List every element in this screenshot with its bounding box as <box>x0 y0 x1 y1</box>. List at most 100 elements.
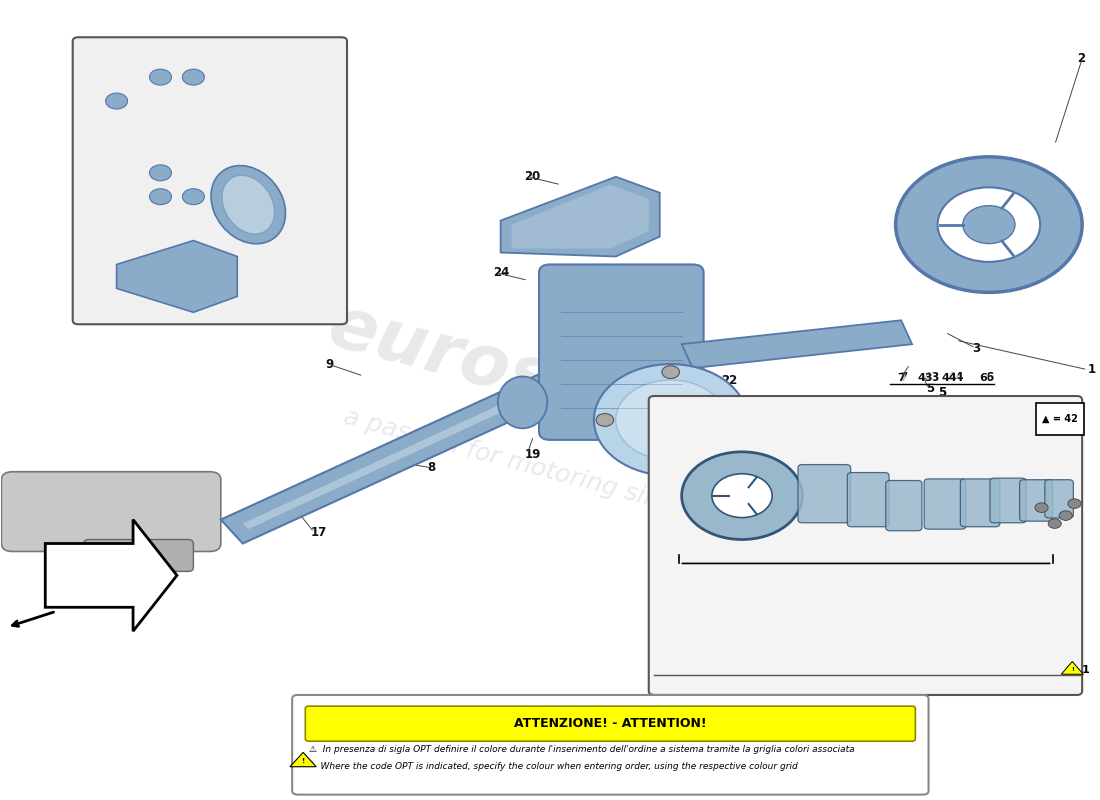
Text: 35: 35 <box>807 538 822 549</box>
Polygon shape <box>1062 662 1084 674</box>
Text: 26▲: 26▲ <box>992 422 1014 431</box>
Circle shape <box>962 206 1015 243</box>
Text: 24: 24 <box>493 266 509 279</box>
Text: 23: 23 <box>548 408 564 421</box>
Text: 33: 33 <box>968 538 983 549</box>
Text: 16: 16 <box>675 270 692 283</box>
Polygon shape <box>243 356 611 529</box>
Text: 34: 34 <box>913 538 928 549</box>
Circle shape <box>1068 499 1081 509</box>
Text: 22: 22 <box>722 374 737 387</box>
Polygon shape <box>221 344 627 543</box>
Text: 19: 19 <box>525 448 541 461</box>
Polygon shape <box>682 320 912 368</box>
Circle shape <box>616 380 726 460</box>
Text: 43: 43 <box>923 371 939 384</box>
Text: 6: 6 <box>979 373 988 382</box>
Text: 31: 31 <box>1047 538 1062 549</box>
FancyBboxPatch shape <box>990 478 1026 522</box>
Circle shape <box>106 93 128 109</box>
Circle shape <box>150 69 172 85</box>
Text: 44: 44 <box>947 371 964 384</box>
Text: eurospares: eurospares <box>320 292 780 477</box>
Circle shape <box>1035 503 1048 513</box>
Text: ⚠  In presenza di sigla OPT definire il colore durante l'inserimento dell'ordine: ⚠ In presenza di sigla OPT definire il c… <box>309 745 855 754</box>
Text: 8: 8 <box>427 462 436 474</box>
Text: 9: 9 <box>326 358 333 370</box>
Text: 10: 10 <box>296 186 311 196</box>
Text: 18: 18 <box>205 282 220 292</box>
Circle shape <box>596 414 614 426</box>
Circle shape <box>937 187 1041 262</box>
Text: 27▲: 27▲ <box>857 572 880 582</box>
Text: 17: 17 <box>311 526 327 539</box>
Circle shape <box>150 189 172 205</box>
Text: 3: 3 <box>972 342 980 354</box>
Text: 13: 13 <box>156 60 172 70</box>
Text: Where the code OPT is indicated, specify the colour when entering order, using t: Where the code OPT is indicated, specify… <box>309 762 798 771</box>
Text: 12: 12 <box>85 162 100 171</box>
FancyBboxPatch shape <box>798 465 850 522</box>
Circle shape <box>728 414 746 426</box>
Polygon shape <box>500 177 660 257</box>
Text: 13: 13 <box>172 54 188 67</box>
FancyBboxPatch shape <box>539 265 704 440</box>
Text: 7: 7 <box>899 371 907 384</box>
Text: 1: 1 <box>1082 666 1090 675</box>
Text: 11: 11 <box>156 251 172 262</box>
Text: 37: 37 <box>859 538 873 549</box>
FancyBboxPatch shape <box>306 706 915 742</box>
FancyBboxPatch shape <box>924 479 966 529</box>
Text: !: ! <box>301 758 305 764</box>
Text: 44: 44 <box>942 373 957 382</box>
Circle shape <box>662 366 680 378</box>
Circle shape <box>662 462 680 474</box>
Circle shape <box>594 364 748 476</box>
Text: 7: 7 <box>898 373 905 382</box>
Text: 21: 21 <box>715 415 730 428</box>
Text: 6: 6 <box>986 371 993 384</box>
FancyBboxPatch shape <box>649 396 1082 695</box>
Text: 1: 1 <box>1088 363 1096 376</box>
Text: 43: 43 <box>917 373 933 382</box>
Text: 11: 11 <box>172 251 188 265</box>
Text: ▲ = 42: ▲ = 42 <box>1043 414 1078 424</box>
Text: 5: 5 <box>926 382 935 395</box>
Circle shape <box>712 474 772 518</box>
Text: a passion for motoring since 1985: a passion for motoring since 1985 <box>341 405 759 538</box>
Text: 15: 15 <box>616 404 632 417</box>
Text: 13: 13 <box>177 282 192 292</box>
Text: 10: 10 <box>304 186 319 199</box>
Ellipse shape <box>211 166 286 244</box>
Text: 36: 36 <box>832 538 846 549</box>
Text: 28: 28 <box>752 538 767 549</box>
Polygon shape <box>290 752 317 766</box>
Ellipse shape <box>222 175 274 234</box>
FancyBboxPatch shape <box>1 472 221 551</box>
Polygon shape <box>117 241 238 312</box>
Circle shape <box>682 452 802 539</box>
Text: ATTENZIONE! - ATTENTION!: ATTENZIONE! - ATTENTION! <box>514 717 706 730</box>
Text: 38: 38 <box>887 538 901 549</box>
Text: 41: 41 <box>672 538 686 549</box>
Circle shape <box>895 157 1082 292</box>
FancyBboxPatch shape <box>73 38 346 324</box>
Polygon shape <box>512 185 649 249</box>
Text: !: ! <box>1070 667 1074 672</box>
Text: 25: 25 <box>517 217 534 230</box>
Text: 20: 20 <box>524 170 540 183</box>
FancyBboxPatch shape <box>960 479 1000 526</box>
FancyBboxPatch shape <box>1036 403 1085 435</box>
FancyBboxPatch shape <box>84 539 194 571</box>
Polygon shape <box>45 519 177 631</box>
Ellipse shape <box>498 377 548 428</box>
Text: 39: 39 <box>700 538 714 549</box>
Text: 2: 2 <box>1077 52 1085 66</box>
Text: 12: 12 <box>92 154 109 167</box>
Text: 5: 5 <box>937 386 946 398</box>
Circle shape <box>183 189 205 205</box>
Text: 18: 18 <box>191 60 207 70</box>
Text: 40: 40 <box>779 423 793 433</box>
Circle shape <box>150 165 172 181</box>
Circle shape <box>1059 511 1072 520</box>
